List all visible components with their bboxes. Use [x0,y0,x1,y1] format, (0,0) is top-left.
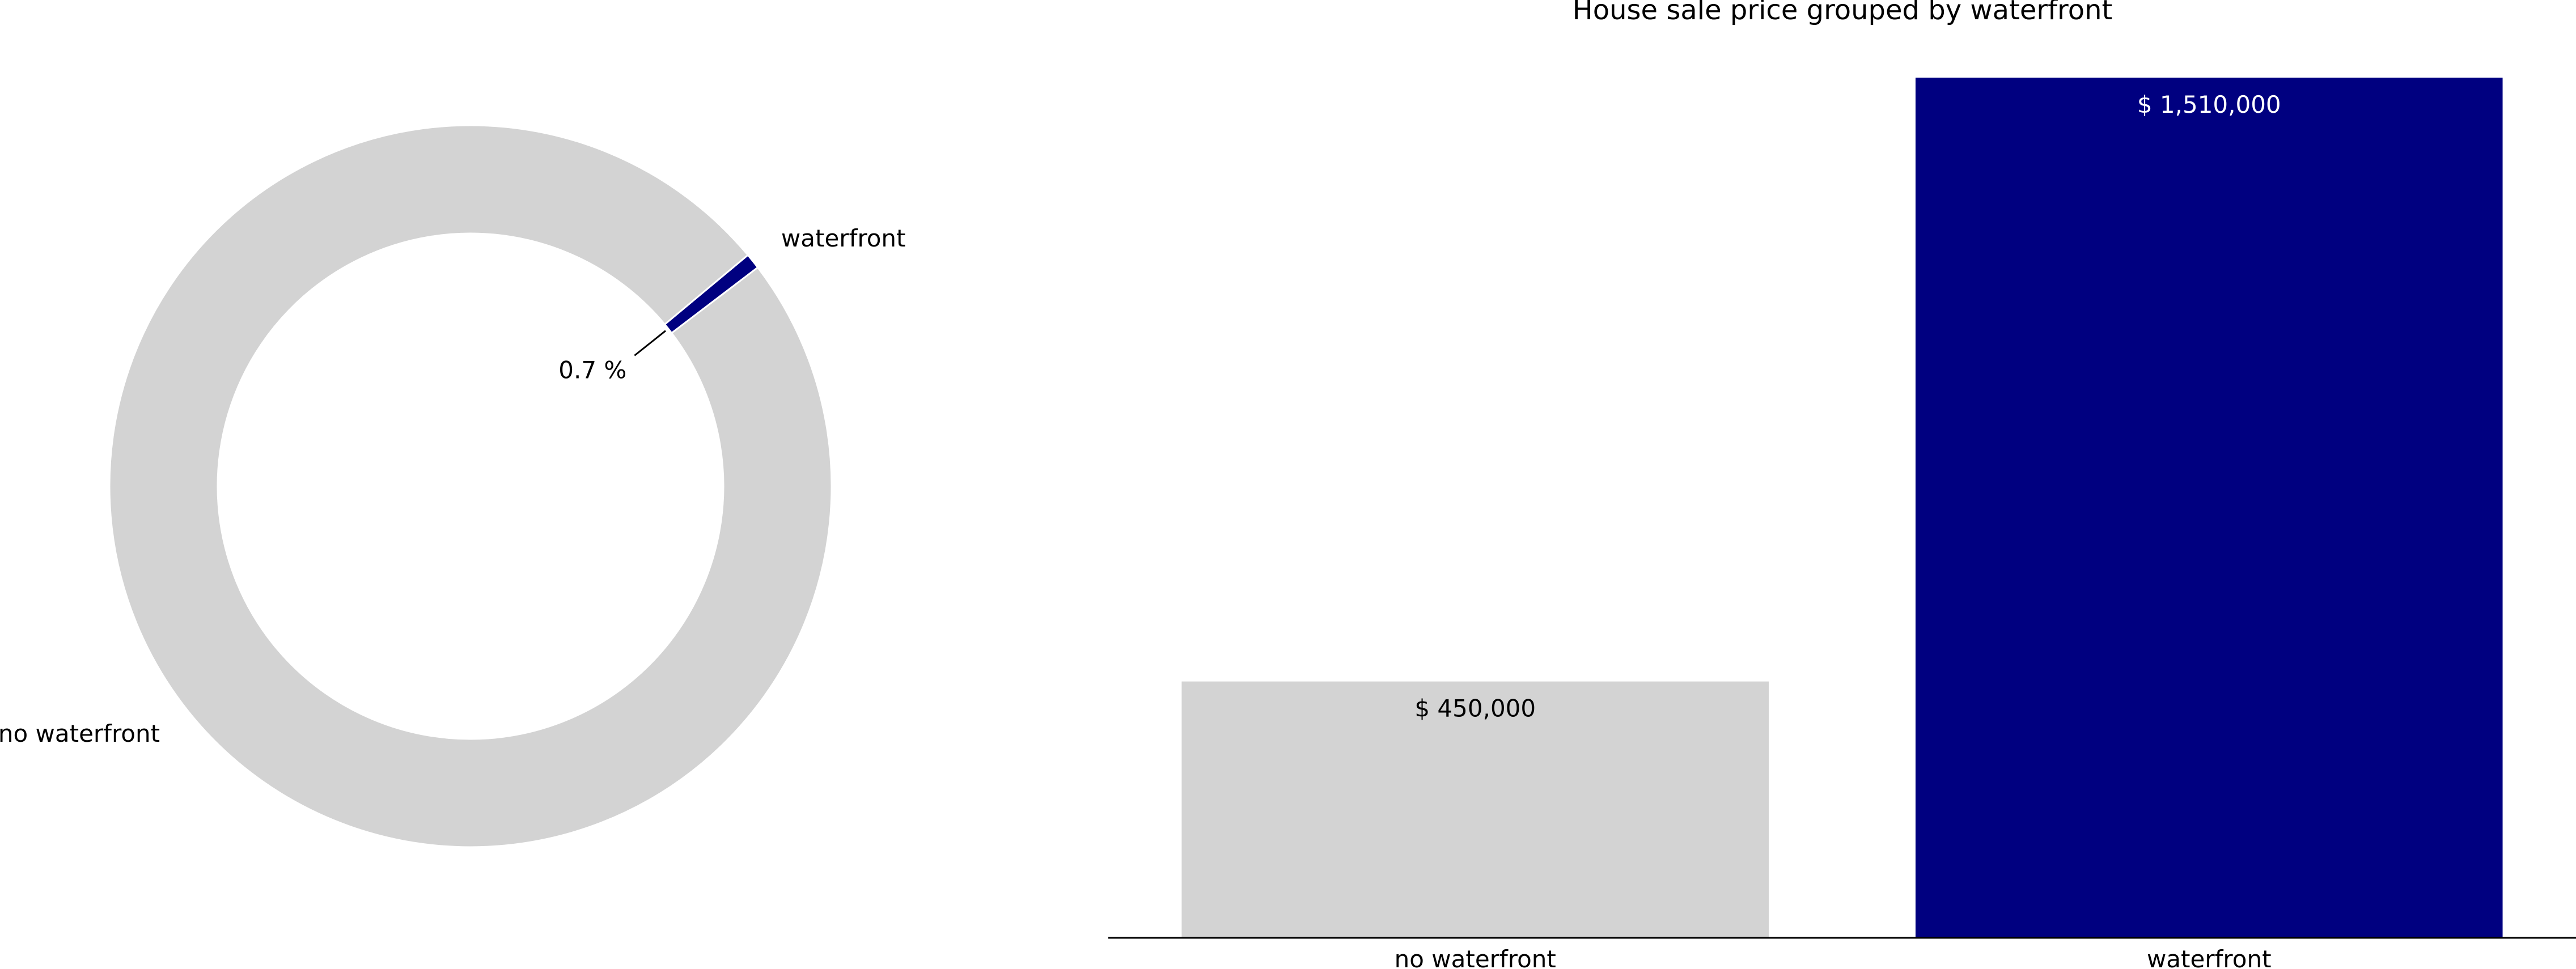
donut-label-waterfront: waterfront [781,224,906,252]
x-tick-label: no waterfront [1395,945,1556,969]
donut-chart: waterfront no waterfront 0.7 % [0,124,906,848]
bar-chart: House sale price grouped by waterfront $… [1108,0,2576,969]
bar-no-waterfront [1181,681,1769,938]
annotation-leader-line [634,330,666,356]
slice-percent-annotation: 0.7 % [558,356,626,384]
x-tick-label: waterfront [2147,945,2272,969]
bar-value-label: $ 450,000 [1414,695,1536,722]
donut-label-no-waterfront: no waterfront [0,720,160,747]
bar-waterfront [1915,78,2503,938]
donut-slice-no-waterfront [108,124,833,848]
chart-title: House sale price grouped by waterfront [1573,0,2113,26]
bar-value-label: $ 1,510,000 [2137,91,2281,118]
